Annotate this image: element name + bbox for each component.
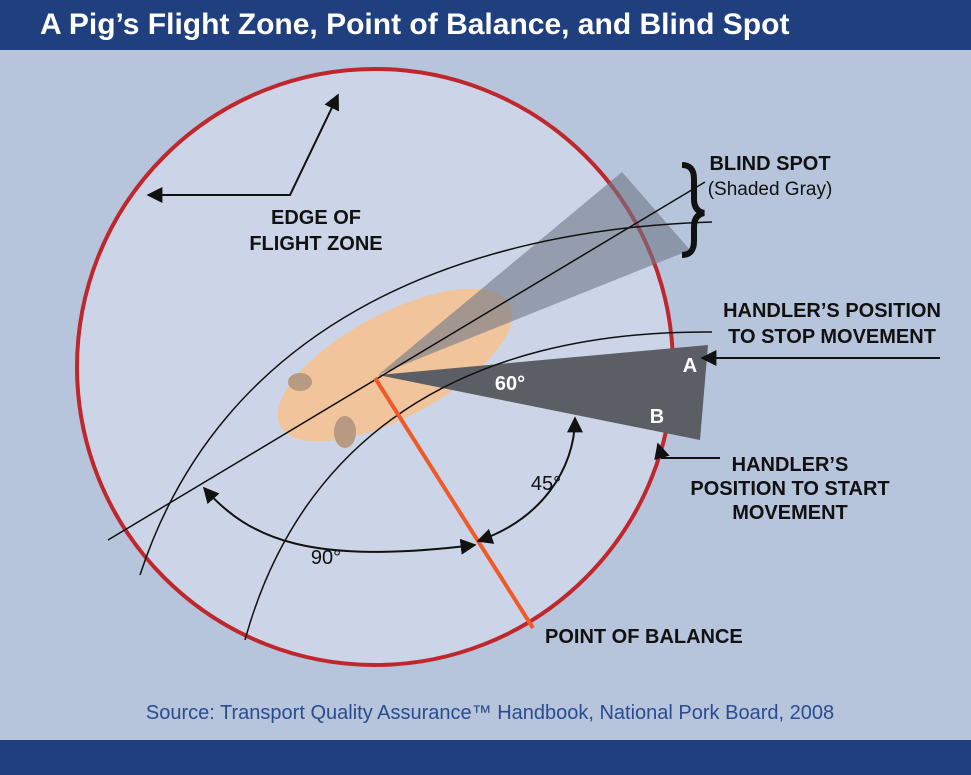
label: FLIGHT ZONE [249,233,382,255]
point-label: B [650,406,664,428]
label: HANDLER’S [732,454,849,476]
label: BLIND SPOT [709,153,830,175]
footer-bar [0,740,971,775]
point-label: A [683,355,697,377]
label: POSITION TO START [690,478,889,500]
angle-label: 60° [495,373,525,395]
label: MOVEMENT [732,502,848,524]
label: POINT OF BALANCE [545,626,743,648]
source: Source: Transport Quality Assurance™ Han… [146,702,834,724]
diagram: A Pig’s Flight Zone, Point of Balance, a… [0,0,971,775]
angle-label: 90° [311,547,341,569]
label: EDGE OF [271,207,361,229]
label: (Shaded Gray) [708,179,833,200]
label: TO STOP MOVEMENT [728,326,936,348]
title: A Pig’s Flight Zone, Point of Balance, a… [40,8,789,41]
angle-label: 45° [531,473,561,495]
label: HANDLER’S POSITION [723,300,941,322]
page: A Pig’s Flight Zone, Point of Balance, a… [0,0,971,775]
